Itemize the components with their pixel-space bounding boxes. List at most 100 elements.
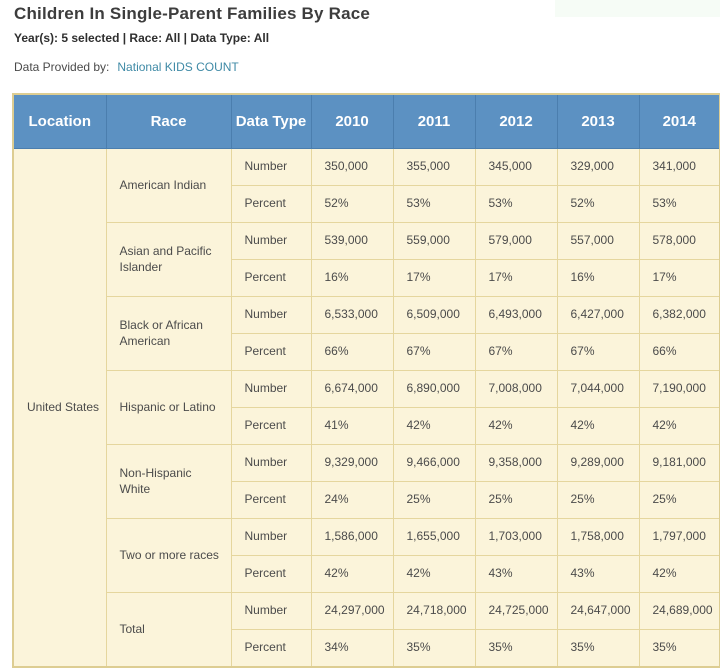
value-cell: 24,718,000: [392, 592, 476, 630]
value-cell: 42%: [556, 407, 640, 445]
value-cell: 9,358,000: [474, 444, 558, 482]
value-cell: 6,493,000: [474, 296, 558, 334]
value-cell: 17%: [638, 259, 720, 297]
data-table: Location Race Data Type 2010 2011 2012 2…: [12, 93, 720, 668]
value-cell: 16%: [556, 259, 640, 297]
national-kids-count-link[interactable]: National KIDS COUNT: [117, 60, 239, 74]
data-type-cell: Percent: [230, 555, 312, 593]
value-cell: 53%: [638, 185, 720, 223]
data-type-cell: Percent: [230, 629, 312, 668]
value-cell: 6,890,000: [392, 370, 476, 408]
col-header-2012: 2012: [474, 93, 558, 149]
value-cell: 341,000: [638, 148, 720, 186]
value-cell: 25%: [392, 481, 476, 519]
value-cell: 53%: [474, 185, 558, 223]
data-type-cell: Percent: [230, 407, 312, 445]
col-header-data-type: Data Type: [230, 93, 312, 149]
data-type-cell: Number: [230, 222, 312, 260]
race-cell: American Indian: [105, 148, 232, 223]
value-cell: 578,000: [638, 222, 720, 260]
data-provided-label: Data Provided by:: [14, 60, 110, 74]
value-cell: 67%: [474, 333, 558, 371]
value-cell: 350,000: [310, 148, 394, 186]
value-cell: 557,000: [556, 222, 640, 260]
value-cell: 52%: [310, 185, 394, 223]
value-cell: 35%: [392, 629, 476, 668]
value-cell: 25%: [556, 481, 640, 519]
value-cell: 6,382,000: [638, 296, 720, 334]
value-cell: 35%: [556, 629, 640, 668]
data-type-cell: Number: [230, 518, 312, 556]
col-header-2010: 2010: [310, 93, 394, 149]
value-cell: 25%: [474, 481, 558, 519]
value-cell: 9,466,000: [392, 444, 476, 482]
value-cell: 1,797,000: [638, 518, 720, 556]
data-type-cell: Number: [230, 444, 312, 482]
table-row: Non-Hispanic White Number 9,329,000 9,46…: [13, 444, 720, 519]
table-row: Percent 24% 25% 25% 25% 25%: [13, 481, 720, 519]
table-row: Two or more races Number 1,586,000 1,655…: [13, 518, 720, 593]
table-row: Hispanic or Latino Number 6,674,000 6,89…: [13, 370, 720, 445]
value-cell: 24,689,000: [638, 592, 720, 630]
page-title: Children In Single-Parent Families By Ra…: [14, 4, 371, 23]
col-header-2014: 2014: [638, 93, 720, 149]
col-header-location: Location: [12, 93, 107, 149]
value-cell: 6,427,000: [556, 296, 640, 334]
value-cell: 42%: [638, 555, 720, 593]
value-cell: 67%: [392, 333, 476, 371]
value-cell: 35%: [638, 629, 720, 668]
value-cell: 6,533,000: [310, 296, 394, 334]
table-row: Percent 16% 17% 17% 16% 17%: [13, 259, 720, 297]
data-type-cell: Number: [230, 370, 312, 408]
table-row: Percent 41% 42% 42% 42% 42%: [13, 407, 720, 445]
col-header-race: Race: [105, 93, 232, 149]
data-type-cell: Number: [230, 148, 312, 186]
table-row: Percent 66% 67% 67% 67% 66%: [13, 333, 720, 371]
value-cell: 53%: [392, 185, 476, 223]
value-cell: 42%: [310, 555, 394, 593]
data-type-cell: Percent: [230, 259, 312, 297]
value-cell: 25%: [638, 481, 720, 519]
value-cell: 66%: [310, 333, 394, 371]
race-cell: Black or African American: [105, 296, 232, 371]
value-cell: 559,000: [392, 222, 476, 260]
value-cell: 52%: [556, 185, 640, 223]
value-cell: 66%: [638, 333, 720, 371]
value-cell: 24,297,000: [310, 592, 394, 630]
value-cell: 329,000: [556, 148, 640, 186]
table-row: Asian and Pacific Islander Number 539,00…: [13, 222, 720, 297]
value-cell: 42%: [638, 407, 720, 445]
value-cell: 24,647,000: [556, 592, 640, 630]
value-cell: 1,703,000: [474, 518, 558, 556]
value-cell: 41%: [310, 407, 394, 445]
value-cell: 42%: [392, 407, 476, 445]
value-cell: 17%: [474, 259, 558, 297]
data-type-cell: Number: [230, 296, 312, 334]
value-cell: 34%: [310, 629, 394, 668]
data-provided-line: Data Provided by: National KIDS COUNT: [14, 60, 239, 74]
race-cell: Asian and Pacific Islander: [105, 222, 232, 297]
value-cell: 7,008,000: [474, 370, 558, 408]
value-cell: 43%: [474, 555, 558, 593]
top-accent-strip: [555, 0, 720, 17]
value-cell: 67%: [556, 333, 640, 371]
col-header-2011: 2011: [392, 93, 476, 149]
value-cell: 579,000: [474, 222, 558, 260]
race-cell: Two or more races: [105, 518, 232, 593]
filters-summary: Year(s): 5 selected | Race: All | Data T…: [14, 31, 270, 45]
data-type-cell: Percent: [230, 185, 312, 223]
table-row: United States American Indian Number 350…: [12, 148, 720, 668]
value-cell: 35%: [474, 629, 558, 668]
value-cell: 24,725,000: [474, 592, 558, 630]
value-cell: 6,509,000: [392, 296, 476, 334]
value-cell: 43%: [556, 555, 640, 593]
data-type-cell: Percent: [230, 333, 312, 371]
value-cell: 1,655,000: [392, 518, 476, 556]
value-cell: 24%: [310, 481, 394, 519]
value-cell: 6,674,000: [310, 370, 394, 408]
race-cell: Hispanic or Latino: [105, 370, 232, 445]
value-cell: 16%: [310, 259, 394, 297]
value-cell: 42%: [392, 555, 476, 593]
location-cell: United States: [12, 148, 107, 668]
value-cell: 17%: [392, 259, 476, 297]
